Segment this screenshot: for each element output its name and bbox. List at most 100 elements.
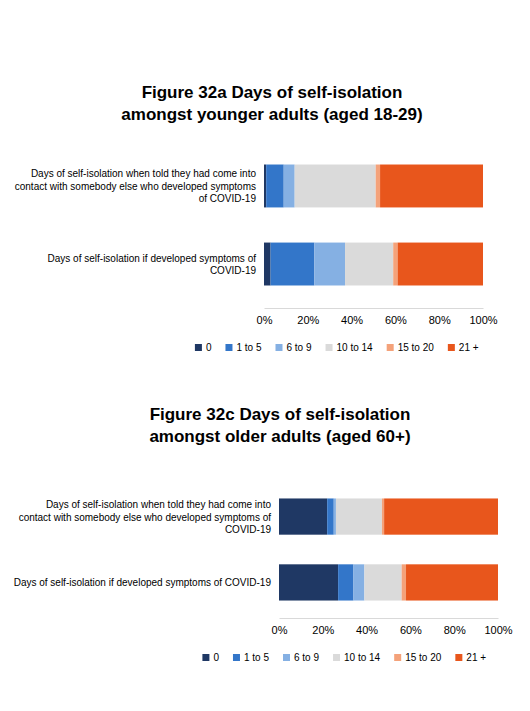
bar: [271, 243, 315, 286]
canvas: Figure 32a Days of self-isolation amongst…: [0, 0, 530, 711]
bar: [393, 243, 397, 286]
tick-label: 40%: [356, 624, 378, 636]
tick: 0%: [257, 308, 273, 326]
legend-label: 10 to 14: [344, 652, 381, 663]
tick: 60%: [385, 308, 407, 326]
tick-label: 0%: [257, 314, 273, 326]
bar: [279, 498, 327, 534]
tick: 100%: [469, 308, 497, 326]
bar: [327, 498, 334, 534]
text-line: contact with somebody else who developed…: [19, 512, 272, 523]
tick: 60%: [400, 618, 422, 636]
bar: [406, 564, 498, 600]
text-line: amongst younger adults (aged 18-29): [121, 105, 422, 124]
legend-label: 15 to 20: [405, 652, 442, 663]
legend-item: 21 +: [455, 652, 486, 663]
legend-label: 6 to 9: [287, 342, 312, 353]
tick: 80%: [429, 308, 451, 326]
legend-swatch: [276, 344, 283, 351]
legend-item: 21 +: [448, 342, 479, 353]
chart-title: Figure 32a Days of self-isolation amongst…: [121, 83, 422, 124]
text-line: Days of self-isolation if developed symp…: [48, 253, 257, 264]
bar: [382, 498, 384, 534]
legend-label: 21 +: [466, 652, 486, 663]
text-line: contact with somebody else who developed…: [15, 181, 256, 192]
legend-swatch: [448, 344, 455, 351]
tick: 40%: [341, 308, 363, 326]
tick: 80%: [444, 618, 466, 636]
tick: 40%: [356, 618, 378, 636]
bar: [334, 498, 336, 534]
legend-swatch: [455, 654, 462, 661]
bar: [398, 243, 483, 286]
bars: [264, 165, 483, 286]
text-line: Days of self-isolation when told they ha…: [31, 168, 257, 179]
legend: 0 1 to 5 6 to 9 10 to 14 15 to 20 21 +: [195, 342, 479, 353]
chart: Figure 32c Days of self-isolationamongst…: [14, 405, 513, 663]
axis-line: [265, 308, 484, 309]
bar: [295, 165, 376, 208]
category-label: Days of self-isolation if developed symp…: [48, 253, 257, 277]
legend-item: 1 to 5: [233, 652, 269, 663]
category-label: Days of self-isolation when told they ha…: [19, 499, 272, 535]
tick: 20%: [312, 618, 334, 636]
bar: [384, 498, 498, 534]
x-axis: 0% 20% 40% 60% 80% 100%: [272, 618, 513, 636]
category-label: Days of self-isolation when told they ha…: [15, 168, 257, 204]
x-axis: 0% 20% 40% 60% 80% 100%: [257, 308, 498, 326]
legend-swatch: [195, 344, 202, 351]
legend-item: 6 to 9: [283, 652, 319, 663]
bar: [314, 243, 345, 286]
legend-swatch: [225, 344, 232, 351]
text-line: COVID-19: [225, 524, 272, 535]
tick-label: 0%: [272, 624, 288, 636]
legend-swatch: [202, 654, 209, 661]
bar: [376, 165, 380, 208]
axis-line: [280, 618, 499, 619]
bar: [402, 564, 406, 600]
tick: 100%: [484, 618, 512, 636]
category-label: Days of self-isolation if developed symp…: [14, 577, 272, 588]
legend-swatch: [387, 344, 394, 351]
legend: 0 1 to 5 6 to 9 10 to 14 15 to 20 21 +: [202, 652, 486, 663]
legend-item: 6 to 9: [276, 342, 312, 353]
bar: [264, 165, 266, 208]
bar: [266, 165, 284, 208]
bar: [336, 498, 382, 534]
tick-label: 60%: [385, 314, 407, 326]
text-line: Days of self-isolation if developed symp…: [14, 577, 272, 588]
tick: 0%: [272, 618, 288, 636]
bar: [380, 165, 483, 208]
tick-label: 80%: [444, 624, 466, 636]
chart: Figure 32a Days of self-isolation amongst…: [15, 83, 498, 353]
legend-label: 6 to 9: [294, 652, 319, 663]
bar: [338, 564, 353, 600]
legend-item: 10 to 14: [326, 342, 374, 353]
legend-item: 15 to 20: [387, 342, 435, 353]
text-line: Days of self-isolation when told they ha…: [46, 499, 272, 510]
text-line: Figure 32c Days of self-isolation: [150, 405, 411, 424]
tick-label: 60%: [400, 624, 422, 636]
legend-label: 15 to 20: [398, 342, 435, 353]
legend-item: 0: [202, 652, 219, 663]
legend-label: 1 to 5: [236, 342, 261, 353]
legend-label: 0: [206, 342, 212, 353]
text-line: of COVID-19: [199, 193, 257, 204]
bar: [364, 564, 401, 600]
bar: [264, 243, 271, 286]
legend-swatch: [283, 654, 290, 661]
tick-label: 80%: [429, 314, 451, 326]
legend-item: 10 to 14: [333, 652, 381, 663]
legend-label: 0: [213, 652, 219, 663]
bar: [345, 243, 393, 286]
text-line: COVID-19: [210, 265, 257, 276]
text-line: Figure 32a Days of self-isolation: [142, 83, 403, 102]
tick: 20%: [297, 308, 319, 326]
legend-swatch: [233, 654, 240, 661]
tick-label: 40%: [341, 314, 363, 326]
chart-title: Figure 32c Days of self-isolationamongst…: [149, 405, 410, 446]
bar: [284, 165, 295, 208]
tick-label: 20%: [297, 314, 319, 326]
legend-label: 10 to 14: [337, 342, 374, 353]
legend-label: 1 to 5: [244, 652, 269, 663]
